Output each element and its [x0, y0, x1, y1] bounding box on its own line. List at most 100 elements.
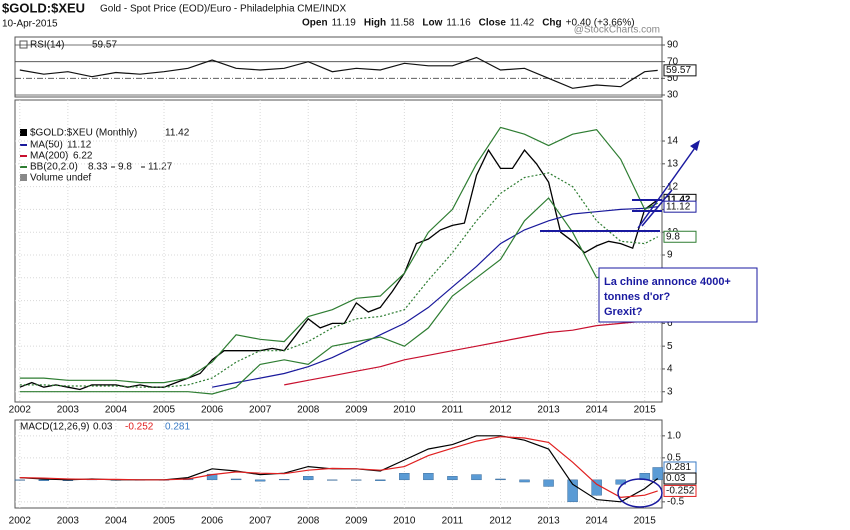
rsi-frame — [14, 36, 663, 98]
rsi-legend-swatch — [19, 40, 28, 49]
watermark: @StockCharts.com — [574, 25, 660, 36]
macd-legend-signal: -0.252 — [125, 422, 154, 433]
value-tag — [663, 472, 697, 485]
x-tick-label: 2015 — [634, 516, 657, 527]
x-tick-label: 2004 — [105, 516, 128, 527]
histogram-bar — [14, 479, 26, 481]
x-tick-label: 2010 — [393, 516, 416, 527]
ohlc-label: Open — [302, 18, 328, 29]
annotations: La chine annonce 4000+ tonnes d'or? Grex… — [540, 140, 758, 508]
x-tick-label: 2002 — [9, 405, 32, 416]
histogram-bar — [351, 479, 362, 481]
histogram-bar — [303, 476, 314, 481]
line-series — [19, 148, 659, 391]
value-tag-label: 0.03 — [666, 473, 686, 484]
line-series — [19, 436, 658, 499]
volume-legend: Volume undef — [30, 173, 91, 184]
y-tick-label: 6 — [667, 318, 673, 329]
histogram-bar — [278, 479, 290, 481]
x-tick-label: 2014 — [586, 516, 609, 527]
x-tick-label: 2013 — [537, 405, 560, 416]
ohlc-label: High — [364, 18, 386, 29]
macd-legend: MACD(12,26,9) — [20, 422, 89, 433]
x-tick-label: 2007 — [249, 405, 272, 416]
highlight-ellipse — [617, 478, 663, 508]
description: Gold - Spot Price (EOD)/Euro - Philadelp… — [100, 4, 347, 15]
x-tick-label: 2010 — [393, 405, 416, 416]
x-tick-label: 2013 — [537, 516, 560, 527]
x-tick-label: 2014 — [586, 405, 609, 416]
line-series — [19, 126, 658, 384]
note-box — [598, 267, 758, 323]
ohlc: Open 11.19 High 11.58 Low 11.16 Close 11.42 Chg +… — [302, 18, 635, 29]
line-series — [284, 317, 658, 386]
histogram-bar — [591, 479, 602, 496]
ohlc-label: Chg — [542, 18, 561, 29]
price-frame — [14, 99, 663, 403]
y-tick-label: 9 — [667, 250, 673, 261]
x-tick-label: 2009 — [345, 405, 368, 416]
histogram-bar — [327, 479, 338, 481]
note-line: Grexit? — [604, 306, 643, 318]
value-tag-label: 59.57 — [666, 65, 691, 76]
note-line: La chine annonce 4000+ — [604, 276, 731, 288]
x-tick-label: 2003 — [57, 405, 80, 416]
legend-swatch — [20, 174, 27, 181]
histogram-bar — [254, 479, 266, 482]
y-tick-label: 0.5 — [667, 452, 681, 463]
x-tick-label: 2015 — [634, 405, 657, 416]
x-tick-label: 2005 — [153, 516, 176, 527]
x-tick-label: 2005 — [153, 405, 176, 416]
x-tick-label: 2011 — [442, 405, 464, 416]
ohlc-value: 11.42 — [510, 18, 535, 29]
value-tag — [663, 64, 697, 77]
x-tick-label: 2008 — [297, 405, 320, 416]
y-tick-label: 1.0 — [667, 430, 681, 441]
bb-legend-upper: 11.27 — [148, 162, 173, 173]
x-tick-label: 2006 — [201, 405, 224, 416]
ma50-legend-value: 11.12 — [67, 140, 92, 151]
macd-frame — [14, 419, 663, 509]
ohlc-label: Close — [479, 18, 507, 29]
x-tick-label: 2012 — [489, 405, 512, 416]
note-line: tonnes d'or? — [604, 291, 670, 303]
value-tag-label: 0.281 — [666, 462, 691, 473]
x-tick-label: 2006 — [201, 516, 224, 527]
x-tick-label: 2007 — [249, 516, 272, 527]
date: 10-Apr-2015 — [2, 19, 58, 30]
ma200-legend: MA(200) — [30, 151, 68, 162]
bb-legend-lower: 8.33 — [88, 162, 108, 173]
trend-arrow — [637, 144, 698, 229]
y-tick-label: 30 — [667, 90, 679, 101]
histogram-bar — [230, 478, 242, 481]
y-tick-label: 4 — [667, 364, 673, 375]
y-tick-label: -0.5 — [667, 496, 685, 507]
line-series — [19, 56, 658, 89]
line-series — [211, 206, 658, 388]
y-tick-label: 90 — [667, 40, 679, 51]
ohlc-value: 11.16 — [446, 18, 471, 29]
value-tag — [663, 230, 697, 243]
y-tick-label: 5 — [667, 341, 673, 352]
histogram-bar — [38, 479, 50, 481]
x-tick-label: 2008 — [297, 516, 320, 527]
price-legend: $GOLD:$XEU (Monthly) — [30, 128, 137, 139]
histogram-bar — [375, 479, 386, 481]
value-tag — [663, 484, 697, 497]
price-legend-value: 11.42 — [165, 128, 190, 139]
legend-swatch — [20, 129, 27, 136]
y-tick-label: 12 — [667, 181, 679, 192]
line-series — [19, 172, 658, 388]
value-tag-label: 9.8 — [666, 231, 680, 242]
x-tick-label: 2009 — [345, 516, 368, 527]
value-tag-label: 11.42 — [666, 194, 691, 205]
value-tag — [663, 200, 697, 213]
x-tick-label: 2004 — [105, 405, 128, 416]
ohlc-value: 11.19 — [332, 18, 357, 29]
value-tag-label: 11.12 — [666, 201, 691, 212]
line-series — [19, 197, 658, 395]
ohlc-label: Low — [422, 18, 442, 29]
histogram-bar — [519, 479, 530, 483]
y-tick-label: 13 — [667, 158, 679, 169]
